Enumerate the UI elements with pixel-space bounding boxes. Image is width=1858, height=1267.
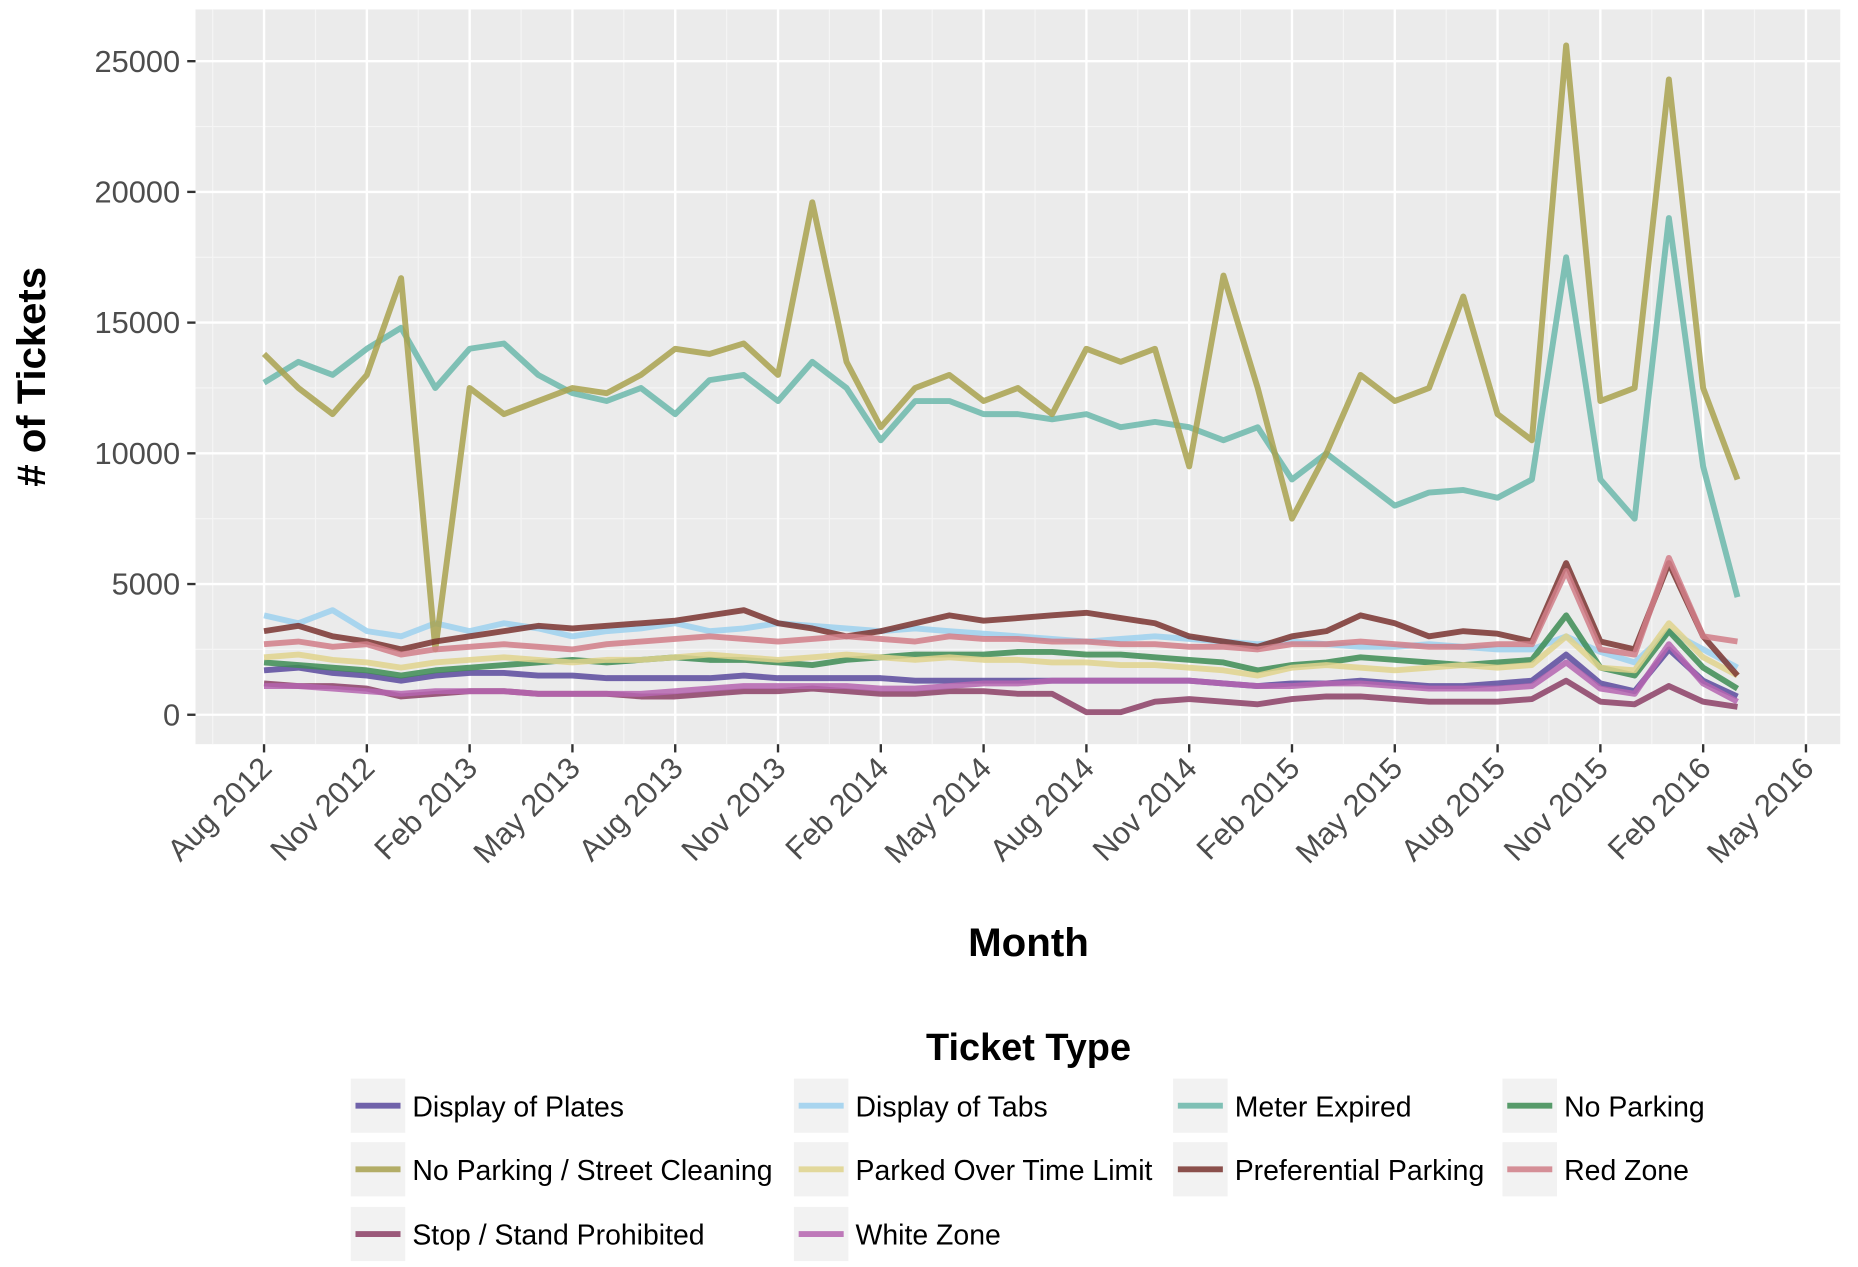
x-tick-label: Aug 2012 <box>160 750 278 867</box>
legend-label: Display of Tabs <box>856 1091 1048 1123</box>
x-tick-label: Nov 2013 <box>674 750 792 867</box>
legend-title: Ticket Type <box>926 1027 1131 1069</box>
x-tick-label: Nov 2012 <box>263 750 381 867</box>
y-tick-label: 5000 <box>112 567 181 602</box>
legend-label: Preferential Parking <box>1235 1155 1485 1187</box>
series-line <box>264 641 1739 705</box>
x-tick-label: Feb 2015 <box>1190 750 1307 866</box>
y-tick-label: 20000 <box>94 175 180 210</box>
y-tick-label: 15000 <box>94 305 180 340</box>
lines <box>261 42 1741 716</box>
legend-label: Display of Plates <box>412 1091 624 1123</box>
x-tick-label: May 2015 <box>1289 750 1409 870</box>
series-line <box>263 554 1738 658</box>
legend-label: Red Zone <box>1564 1155 1689 1187</box>
y-tick-label: 25000 <box>94 44 180 79</box>
series-line <box>263 612 1740 692</box>
y-tick-label: 0 <box>163 697 180 732</box>
x-tick-label: Feb 2016 <box>1601 750 1718 866</box>
legend-label: No Parking <box>1564 1091 1705 1123</box>
y-axis-title: # of Tickets <box>9 267 54 487</box>
x-tick-label: May 2016 <box>1700 750 1820 870</box>
series-line <box>263 607 1739 671</box>
x-tick-label: Nov 2014 <box>1086 750 1204 867</box>
x-tick-label: Feb 2013 <box>367 750 484 866</box>
x-axis-title: Month <box>968 920 1089 965</box>
x-tick-label: Aug 2015 <box>1394 750 1512 867</box>
legend-label: White Zone <box>856 1220 1001 1252</box>
y-tick-label: 10000 <box>94 436 180 471</box>
legend-label: Meter Expired <box>1235 1091 1412 1123</box>
series-line <box>263 620 1739 679</box>
legend: Display of Plates Display of Tabs Meter Ex… <box>350 1078 1705 1262</box>
x-tick-label: Feb 2014 <box>778 750 895 866</box>
x-tick-label: Aug 2014 <box>983 750 1101 867</box>
x-tick-label: Nov 2015 <box>1497 750 1615 867</box>
series-line <box>262 215 1741 598</box>
x-tick-label: Aug 2013 <box>572 750 690 867</box>
series-line <box>261 42 1741 653</box>
legend-label: Stop / Stand Prohibited <box>412 1220 704 1252</box>
series-line <box>263 560 1740 678</box>
legend-label: No Parking / Street Cleaning <box>412 1155 772 1187</box>
legend-label: Parked Over Time Limit <box>856 1155 1153 1187</box>
x-tick-label: May 2013 <box>466 750 586 870</box>
x-tick-label: May 2014 <box>878 750 998 870</box>
